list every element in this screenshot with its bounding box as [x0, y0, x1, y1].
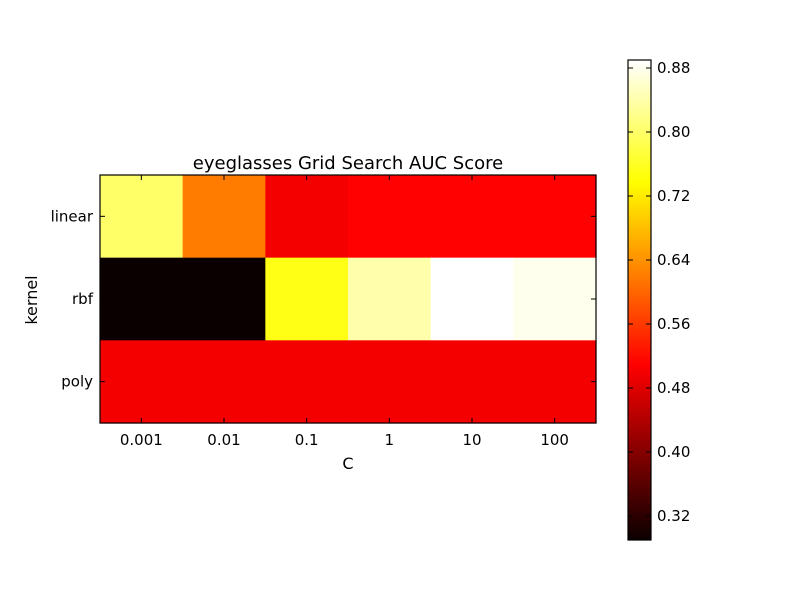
heatmap-cells [100, 175, 597, 424]
x-tick-label: 0.001 [120, 431, 163, 449]
colorbar-tick-label: 0.48 [657, 379, 690, 397]
heatmap-cell-poly-1 [348, 340, 432, 424]
heatmap-cell-poly-0.01 [182, 340, 266, 424]
heatmap-cell-linear-100 [513, 175, 597, 259]
colorbar-tick-label: 0.32 [657, 507, 690, 525]
y-tick-label: rbf [72, 290, 94, 308]
colorbar-tick-label: 0.72 [657, 187, 690, 205]
heatmap-cell-rbf-1 [348, 257, 432, 341]
y-axis-ticks: linear rbf poly [51, 207, 596, 391]
x-tick-label: 10 [462, 431, 481, 449]
heatmap-cell-poly-10 [430, 340, 514, 424]
x-tick-label: 1 [385, 431, 395, 449]
heatmap-cell-poly-0.1 [265, 340, 349, 424]
y-tick-label: linear [51, 207, 94, 225]
x-axis-ticks: 0.001 0.01 0.1 1 10 100 [120, 175, 569, 449]
colorbar-tick-label: 0.88 [657, 59, 690, 77]
colorbar-tick-label: 0.64 [657, 251, 690, 269]
y-tick-label: poly [61, 373, 93, 391]
x-tick-label: 100 [540, 431, 569, 449]
colorbar-frame [627, 59, 652, 541]
heatmap-cell-rbf-10 [430, 257, 514, 341]
colorbar: 0.32 0.40 0.48 0.56 0.64 0.72 0.80 0.88 [627, 59, 690, 541]
heatmap-cell-linear-0.01 [182, 175, 266, 259]
heatmap-cell-rbf-0.1 [265, 257, 349, 341]
heatmap-cell-rbf-0.01 [182, 257, 266, 341]
colorbar-ticks: 0.32 0.40 0.48 0.56 0.64 0.72 0.80 0.88 [628, 59, 690, 525]
heatmap-cell-linear-0.1 [265, 175, 349, 259]
y-axis-label: kernel [22, 275, 41, 324]
heatmap-cell-rbf-100 [513, 257, 597, 341]
x-tick-label: 0.01 [207, 431, 240, 449]
chart-title: eyeglasses Grid Search AUC Score [193, 153, 503, 174]
x-axis-label: C [342, 454, 353, 473]
heatmap-cell-poly-100 [513, 340, 597, 424]
colorbar-tick-label: 0.80 [657, 123, 690, 141]
colorbar-tick-label: 0.56 [657, 315, 690, 333]
heatmap-cell-linear-10 [430, 175, 514, 259]
heatmap-cell-poly-0.001 [100, 340, 184, 424]
colorbar-tick-label: 0.40 [657, 443, 690, 461]
heatmap-cell-linear-0.001 [100, 175, 184, 259]
colorbar-gradient [628, 60, 651, 540]
heatmap-cell-linear-1 [348, 175, 432, 259]
x-tick-label: 0.1 [295, 431, 319, 449]
heatmap-cell-rbf-0.001 [100, 257, 184, 341]
